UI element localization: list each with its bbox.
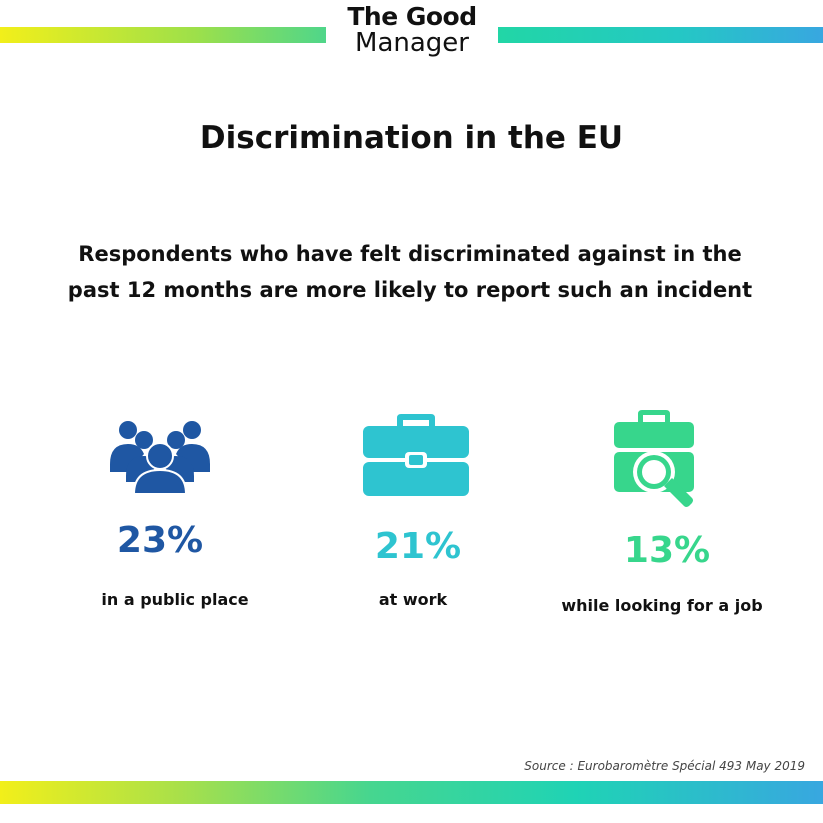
stat-label-work: at work [378,590,448,609]
stat-value-work: 21% [374,526,462,567]
people-group-icon [108,418,212,494]
stat-value-public-place: 23% [116,520,204,561]
logo-text-a: The G [347,2,426,31]
page-title: Discrimination in the EU [199,120,624,156]
logo-infinity-oo: oo [425,2,460,31]
logo-line-2: Manager [355,28,469,58]
top-right-accent-bar [498,27,823,43]
stat-label-job-search: while looking for a job [561,596,763,615]
logo-line-1: The Good [334,4,490,29]
top-left-accent-bar [0,27,326,43]
stat-value-job-search: 13% [623,530,711,571]
logo-text-b: d [459,2,477,31]
brand-logo: The Good Manager [334,4,490,56]
source-citation: Source : Eurobaromètre Spécial 493 May 2… [524,759,805,773]
briefcase-search-icon [612,408,696,512]
page-subtitle: Respondents who have felt discriminated … [67,242,753,302]
briefcase-icon [361,412,471,498]
stat-label-public-place: in a public place [101,590,249,609]
bottom-accent-bar [0,781,823,804]
